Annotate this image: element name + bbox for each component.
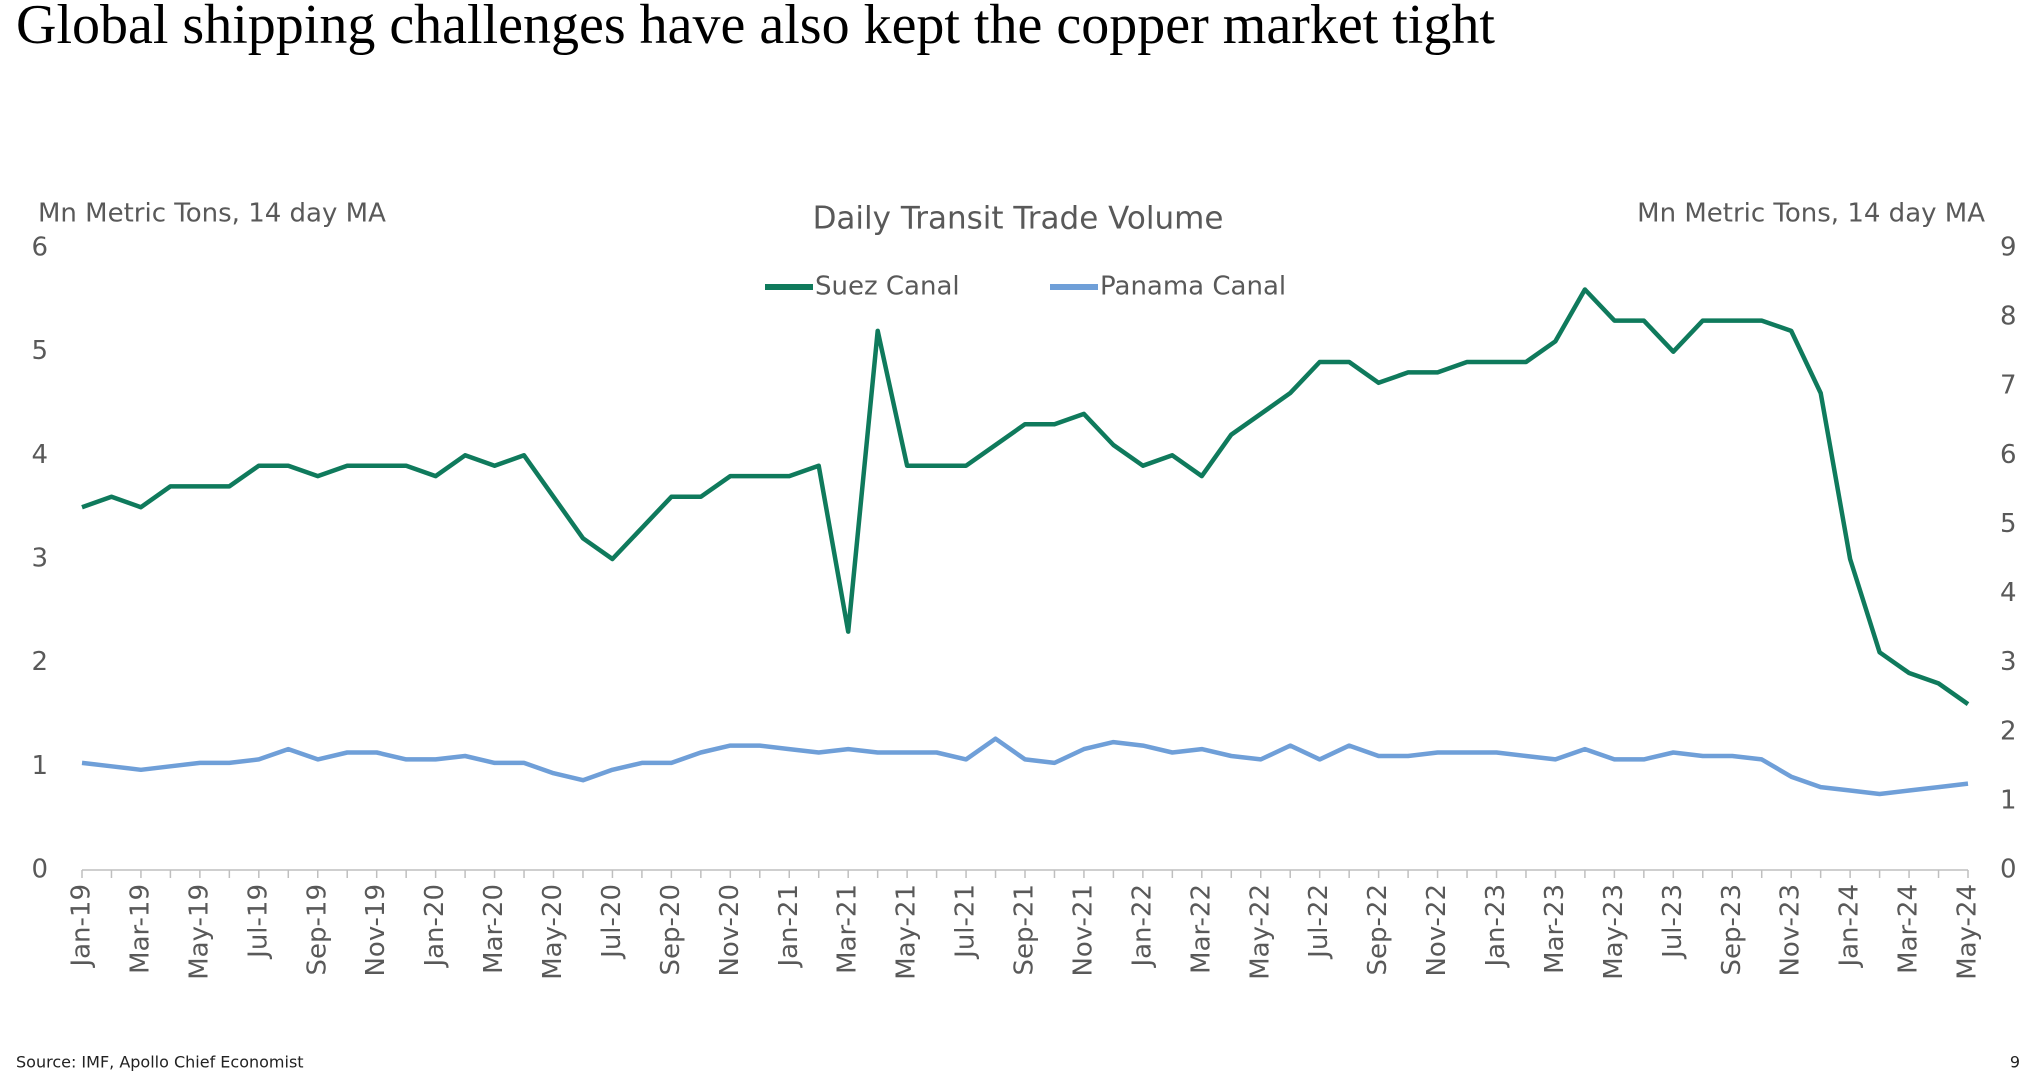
x-tick-label: Mar-23 bbox=[1540, 884, 1570, 974]
x-tick-label: Jan-22 bbox=[1127, 884, 1157, 969]
x-tick-label: Jul-23 bbox=[1658, 884, 1688, 960]
source: Source: IMF, Apollo Chief Economist bbox=[16, 1053, 304, 1072]
y-axis-title: Mn Metric Tons, 14 day MA bbox=[38, 199, 386, 229]
x-tick-label: Jan-21 bbox=[774, 884, 804, 969]
x-tick-label: May-24 bbox=[1953, 884, 1983, 980]
x-tick-label: Jul-19 bbox=[243, 884, 273, 960]
x-tick-label: Jan-23 bbox=[1481, 884, 1511, 969]
y-tick-label: 5 bbox=[31, 336, 48, 366]
y-tick-label: 2 bbox=[31, 647, 48, 677]
y2-tick-label: 7 bbox=[2000, 371, 2017, 401]
y2-tick-label: 4 bbox=[2000, 578, 2017, 608]
y2-tick-label: 6 bbox=[2000, 440, 2017, 470]
series-line bbox=[81, 736, 1969, 797]
series-line bbox=[81, 287, 1970, 706]
x-tick-label: Jul-20 bbox=[597, 884, 627, 960]
x-tick-label: Mar-24 bbox=[1894, 884, 1924, 974]
y2-tick-label: 8 bbox=[2000, 302, 2017, 332]
page-number: 9 bbox=[2010, 1053, 2020, 1072]
x-tick-label: Mar-22 bbox=[1186, 884, 1216, 974]
x-tick-label: Sep-21 bbox=[1010, 884, 1040, 975]
x-tick-label: May-23 bbox=[1599, 884, 1629, 980]
x-tick-label: Nov-20 bbox=[715, 884, 745, 977]
y2-tick-label: 3 bbox=[2000, 647, 2017, 677]
x-tick-label: Jan-19 bbox=[67, 884, 97, 969]
x-tick-label: Sep-20 bbox=[656, 884, 686, 975]
y-tick-label: 0 bbox=[31, 855, 48, 885]
x-tick-label: Mar-20 bbox=[479, 884, 509, 974]
y-tick-label: 1 bbox=[31, 751, 48, 781]
chart-title: Daily Transit Trade Volume bbox=[813, 201, 1224, 237]
x-tick-label: Sep-22 bbox=[1363, 884, 1393, 975]
x-tick-label: May-20 bbox=[538, 884, 568, 980]
x-tick-label: Sep-19 bbox=[302, 884, 332, 975]
y2-tick-label: 0 bbox=[2000, 855, 2017, 885]
x-tick-label: Jul-21 bbox=[951, 884, 981, 960]
x-tick-label: Nov-23 bbox=[1776, 884, 1806, 977]
x-tick-label: Nov-22 bbox=[1422, 884, 1452, 977]
x-tick-label: Nov-21 bbox=[1068, 884, 1098, 977]
x-tick-label: Mar-21 bbox=[833, 884, 863, 974]
x-tick-label: May-22 bbox=[1245, 884, 1275, 980]
x-tick-label: Nov-19 bbox=[361, 884, 391, 977]
y2-axis-title: Mn Metric Tons, 14 day MA bbox=[1637, 199, 1985, 229]
x-tick-label: May-21 bbox=[892, 884, 922, 980]
x-tick-label: May-19 bbox=[184, 884, 214, 980]
x-tick-label: Jan-20 bbox=[420, 884, 450, 969]
y-tick-label: 6 bbox=[31, 233, 48, 263]
y2-tick-label: 9 bbox=[2000, 233, 2017, 263]
x-tick-label: Sep-23 bbox=[1717, 884, 1747, 975]
page-title: Global shipping challenges have also kep… bbox=[16, 0, 1495, 56]
x-tick-label: Mar-19 bbox=[125, 884, 155, 974]
x-tick-label: Jan-24 bbox=[1835, 884, 1865, 969]
y2-tick-label: 2 bbox=[2000, 716, 2017, 746]
y-tick-label: 3 bbox=[31, 544, 48, 574]
legend-label: Suez Canal bbox=[815, 272, 960, 302]
y-tick-label: 4 bbox=[31, 440, 48, 470]
y2-tick-label: 5 bbox=[2000, 509, 2017, 539]
y2-tick-label: 1 bbox=[2000, 785, 2017, 815]
legend-label: Panama Canal bbox=[1100, 272, 1286, 302]
x-tick-label: Jul-22 bbox=[1304, 884, 1334, 960]
